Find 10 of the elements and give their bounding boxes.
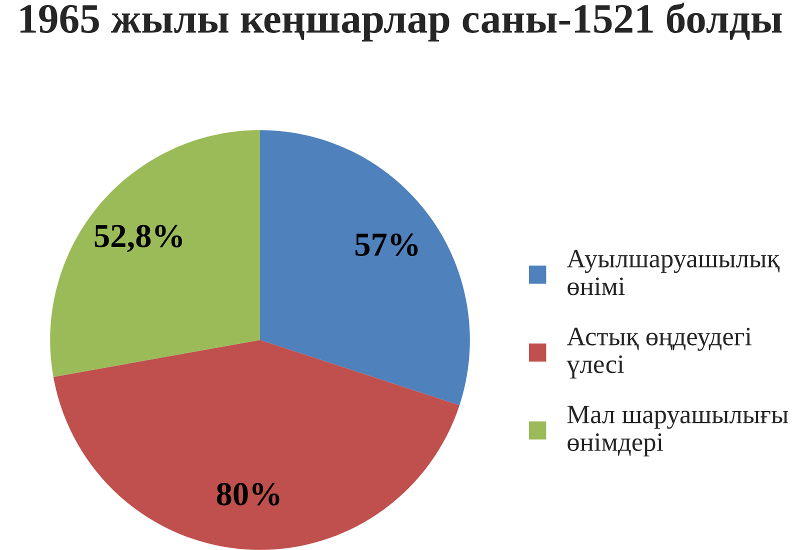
data-label: 52,8%: [94, 224, 182, 252]
data-label: 80%: [216, 482, 280, 506]
chart-title: 1965 жылы кеңшарлар саны-1521 болды: [20, 2, 782, 42]
pie-slice: [50, 130, 260, 377]
pie-slice: [53, 340, 460, 550]
data-label: 57%: [355, 233, 418, 256]
legend-label: Мал шаруашылығы өнімдері: [567, 406, 788, 456]
legend-label: Астық өңдеудегі үлесі: [566, 328, 752, 378]
pie-slice: [260, 130, 470, 406]
legend-label: Ауылшаруашылық өнімі: [566, 250, 780, 296]
